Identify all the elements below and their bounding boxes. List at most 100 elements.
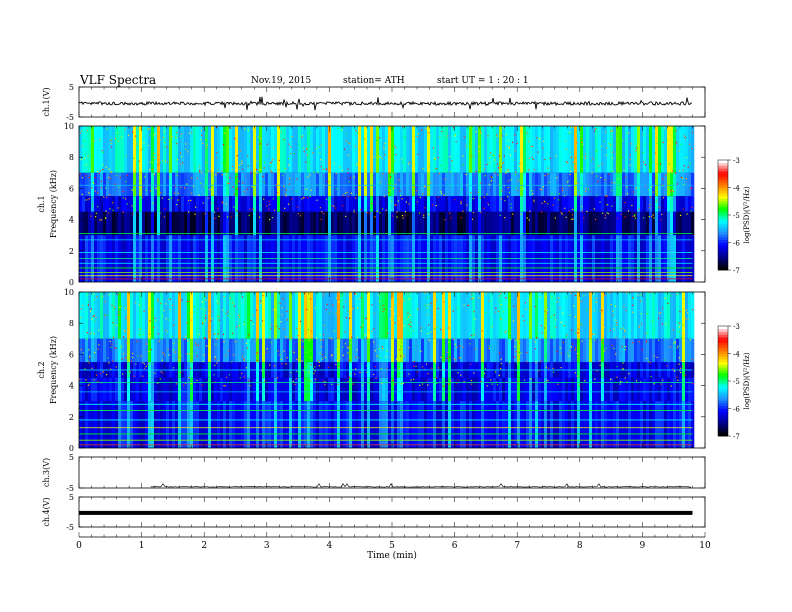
spectrogram-speckle: [584, 380, 586, 382]
spectrogram-cell: [469, 211, 473, 236]
spectrogram-cell: [175, 172, 179, 197]
spectrogram-cell: [682, 338, 686, 363]
spectrogram-cell: [406, 196, 410, 212]
spectrogram-cell: [634, 211, 638, 236]
spectrogram-cell: [406, 338, 410, 363]
spectrogram-speckle: [93, 333, 95, 335]
spectrogram-speckle: [210, 320, 212, 322]
spectrogram-cell: [301, 338, 305, 363]
spectrogram-speckle: [434, 157, 436, 160]
spectrogram-speckle: [635, 380, 638, 382]
spectrogram-cell: [115, 292, 119, 339]
spectrogram-speckle: [310, 189, 312, 191]
colorbar-cell: [718, 195, 728, 199]
spectrogram-speckle: [288, 183, 290, 185]
spectrogram-speckle: [325, 198, 328, 200]
spectrogram-cell: [475, 196, 479, 212]
spectrogram-speckle: [258, 216, 261, 218]
spectrogram-speckle: [505, 330, 507, 332]
spectrogram-cell: [436, 401, 440, 448]
spectrogram-cell: [106, 126, 110, 173]
spectrogram-speckle: [276, 377, 278, 379]
spectrogram-speckle: [263, 167, 265, 169]
spectrogram-cell: [277, 377, 281, 402]
colorbar-cell: [718, 353, 728, 357]
spectrogram-cell: [664, 338, 668, 363]
spectrogram-cell: [592, 377, 596, 402]
spectrogram-cell: [604, 401, 608, 448]
spectrogram-speckle: [510, 338, 512, 340]
spectrogram-speckle: [526, 132, 528, 134]
spectrogram-cell: [214, 196, 218, 212]
spectrogram-cell: [247, 401, 251, 448]
spectrogram-speckle: [480, 380, 482, 383]
spectrogram-cell: [346, 401, 350, 448]
spectrogram-speckle: [153, 173, 155, 175]
colorbar-cell: [718, 168, 728, 172]
spectrogram-cell: [529, 126, 533, 173]
spectrogram-cell: [211, 338, 215, 363]
spectrogram-cell: [163, 126, 167, 173]
spectrogram-cell: [529, 377, 533, 402]
spectrogram-cell: [307, 196, 311, 212]
spectrogram-cell: [679, 196, 683, 212]
spectrogram-speckle: [273, 147, 275, 149]
spectrogram-cell: [382, 196, 386, 212]
spectrogram-cell: [301, 196, 305, 212]
spectrogram-speckle: [148, 127, 150, 130]
spectrogram-cell: [505, 126, 509, 173]
spectrogram-speckle: [285, 363, 287, 365]
spectrogram-cell: [541, 172, 545, 197]
spectrogram-cell: [565, 401, 569, 448]
spectrogram-speckle: [323, 333, 325, 335]
spectrogram-cell: [604, 338, 608, 363]
spectrogram-speckle: [458, 131, 460, 133]
spectrogram-cell: [316, 172, 320, 197]
spectrogram-cell: [280, 377, 284, 402]
spectrogram-cell: [550, 338, 554, 363]
spectrogram-cell: [214, 292, 218, 339]
spectrogram-cell: [202, 377, 206, 402]
spectrogram-cell: [328, 126, 332, 173]
spectrogram-speckle: [348, 376, 350, 378]
spectrogram-cell: [157, 377, 161, 402]
spectrogram-cell: [103, 126, 107, 173]
spectrogram-cell: [376, 196, 380, 212]
spectrogram-speckle: [295, 378, 297, 380]
spectrogram-speckle: [615, 305, 617, 307]
spectrogram-speckle: [107, 357, 109, 359]
spectrogram-cell: [523, 401, 527, 448]
spectrogram-speckle: [105, 210, 107, 212]
spectrogram-speckle: [599, 364, 601, 366]
spectrogram-speckle: [594, 339, 596, 341]
spectrogram-cell: [91, 126, 95, 173]
spectrogram-cell: [508, 338, 512, 363]
spectrogram-speckle: [109, 177, 112, 180]
spectrogram-cell: [331, 196, 335, 212]
spectrogram-speckle: [280, 321, 282, 323]
spectrogram-cell: [259, 211, 263, 236]
spectrogram-cell: [139, 196, 143, 212]
spectrogram-speckle: [677, 345, 679, 347]
spectrogram-speckle: [360, 297, 362, 299]
spectrogram-speckle: [324, 356, 326, 358]
colorbar-cell: [718, 411, 728, 415]
spectrogram-speckle: [98, 329, 100, 331]
spectrogram-speckle: [320, 159, 322, 161]
spectrogram-speckle: [328, 312, 331, 314]
spectrogram-cell: [472, 338, 476, 363]
spectrogram-speckle: [543, 140, 545, 142]
spectrogram-speckle: [351, 308, 353, 310]
spectrogram-speckle: [272, 198, 274, 200]
spectrogram-speckle: [282, 174, 284, 177]
spectrogram-speckle: [111, 304, 113, 307]
spectrogram-cell: [88, 126, 92, 173]
spectrogram-cell: [568, 377, 572, 402]
spectrogram-cell: [217, 196, 221, 212]
spectrogram-speckle: [625, 176, 627, 178]
spectrogram-cell: [106, 401, 110, 448]
spectrogram-speckle: [559, 347, 561, 349]
spectrogram-cell: [502, 211, 506, 236]
spectrogram-speckle: [509, 361, 511, 363]
spectrogram-speckle: [657, 169, 659, 171]
